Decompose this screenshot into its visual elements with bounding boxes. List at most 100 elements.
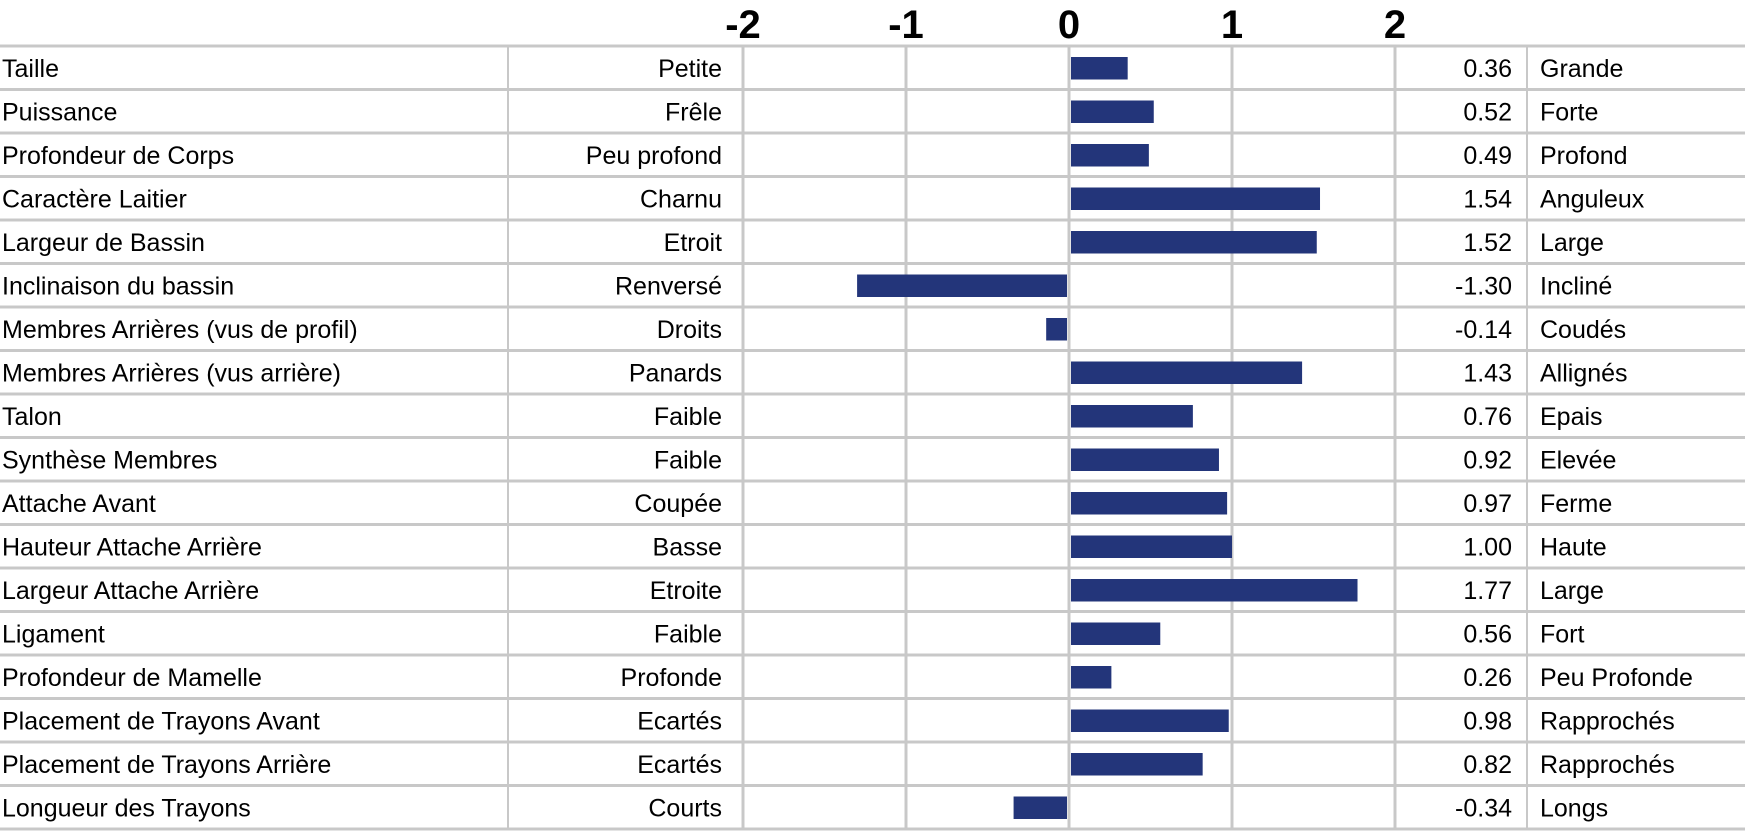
value-label: 0.49: [1463, 142, 1512, 170]
x-tick-label: 2: [1384, 3, 1406, 47]
table-row: Placement de Trayons Arrière Ecartés 0.82 R…: [2, 751, 1675, 779]
trait-label: Taille: [2, 55, 59, 83]
low-end-label: Panards: [629, 359, 722, 387]
bar: [1071, 144, 1149, 167]
value-label: 1.00: [1463, 533, 1512, 561]
value-label: 0.82: [1463, 751, 1512, 779]
value-label: 0.52: [1463, 98, 1512, 126]
bar: [1071, 579, 1358, 602]
table-row: Talon Faible 0.76 Epais: [2, 403, 1603, 431]
table-row: Longueur des Trayons Courts -0.34 Longs: [2, 794, 1608, 822]
grid-lines: [0, 44, 1745, 831]
high-end-label: Epais: [1540, 403, 1603, 431]
bar: [1013, 796, 1067, 819]
bar: [1071, 709, 1229, 732]
trait-label: Placement de Trayons Arrière: [2, 751, 331, 779]
value-label: -0.14: [1455, 316, 1512, 344]
x-tick-label: 1: [1221, 3, 1243, 47]
table-row: Attache Avant Coupée 0.97 Ferme: [2, 490, 1612, 518]
low-end-label: Courts: [648, 794, 722, 822]
high-end-label: Haute: [1540, 533, 1607, 561]
table-row: Synthèse Membres Faible 0.92 Elevée: [2, 446, 1616, 474]
x-tick-label: 0: [1058, 3, 1080, 47]
trait-label: Ligament: [2, 620, 105, 648]
high-end-label: Peu Profonde: [1540, 664, 1693, 692]
bar: [857, 274, 1067, 297]
value-label: 0.26: [1463, 664, 1512, 692]
value-label: -0.34: [1455, 794, 1512, 822]
value-label: 1.43: [1463, 359, 1512, 387]
low-end-label: Charnu: [640, 185, 722, 213]
trait-label: Puissance: [2, 98, 117, 126]
trait-label: Largeur de Bassin: [2, 229, 205, 257]
low-end-label: Ecartés: [637, 707, 722, 735]
value-label: 1.52: [1463, 229, 1512, 257]
high-end-label: Forte: [1540, 98, 1598, 126]
trait-label: Synthèse Membres: [2, 446, 217, 474]
low-end-label: Etroit: [664, 229, 722, 257]
high-end-label: Longs: [1540, 794, 1608, 822]
bar: [1071, 492, 1228, 515]
low-end-label: Faible: [654, 403, 722, 431]
bar: [1071, 622, 1161, 645]
bar: [1071, 535, 1232, 558]
bar: [1071, 753, 1203, 776]
value-label: 0.98: [1463, 707, 1512, 735]
high-end-label: Profond: [1540, 142, 1628, 170]
bar: [1071, 666, 1112, 689]
table-row: Puissance Frêle 0.52 Forte: [2, 98, 1598, 126]
trait-label: Hauteur Attache Arrière: [2, 533, 262, 561]
low-end-label: Coupée: [634, 490, 722, 518]
bar: [1071, 231, 1317, 254]
value-label: 0.76: [1463, 403, 1512, 431]
bars: [857, 57, 1358, 819]
high-end-label: Coudés: [1540, 316, 1626, 344]
table-row: Ligament Faible 0.56 Fort: [2, 620, 1585, 648]
value-label: 0.36: [1463, 55, 1512, 83]
value-label: 0.92: [1463, 446, 1512, 474]
low-end-label: Frêle: [665, 98, 722, 126]
high-end-label: Rapprochés: [1540, 751, 1675, 779]
value-label: 0.97: [1463, 490, 1512, 518]
bar: [1071, 361, 1303, 384]
high-end-label: Allignés: [1540, 359, 1628, 387]
low-end-label: Profonde: [621, 664, 722, 692]
x-tick-label: -1: [888, 3, 924, 47]
high-end-label: Ferme: [1540, 490, 1612, 518]
trait-label: Inclinaison du bassin: [2, 272, 234, 300]
bar: [1071, 100, 1154, 123]
low-end-label: Faible: [654, 620, 722, 648]
trait-label: Longueur des Trayons: [2, 794, 251, 822]
bar: [1071, 57, 1128, 80]
high-end-label: Elevée: [1540, 446, 1616, 474]
value-label: 1.77: [1463, 577, 1512, 605]
low-end-label: Droits: [657, 316, 722, 344]
low-end-label: Petite: [658, 55, 722, 83]
table-row: Membres Arrières (vus de profil) Droits -0…: [2, 316, 1626, 344]
low-end-label: Renversé: [615, 272, 722, 300]
table-row: Inclinaison du bassin Renversé -1.30 Inclin…: [2, 272, 1612, 300]
trait-label: Largeur Attache Arrière: [2, 577, 259, 605]
value-label: 1.54: [1463, 185, 1512, 213]
table-row: Largeur Attache Arrière Etroite 1.77 Large: [2, 577, 1604, 605]
low-end-label: Etroite: [650, 577, 722, 605]
high-end-label: Grande: [1540, 55, 1623, 83]
table-row: Hauteur Attache Arrière Basse 1.00 Haute: [2, 533, 1607, 561]
table-row: Caractère Laitier Charnu 1.54 Anguleux: [2, 185, 1645, 213]
low-end-label: Faible: [654, 446, 722, 474]
value-label: -1.30: [1455, 272, 1512, 300]
low-end-label: Ecartés: [637, 751, 722, 779]
bar: [1071, 448, 1219, 471]
bar: [1071, 187, 1321, 210]
trait-label: Membres Arrières (vus arrière): [2, 359, 341, 387]
trait-label: Profondeur de Mamelle: [2, 664, 262, 692]
high-end-label: Rapprochés: [1540, 707, 1675, 735]
x-axis-ticks: -2 -1 0 1 2: [725, 3, 1406, 47]
table-row: Profondeur de Corps Peu profond 0.49 Profon…: [2, 142, 1628, 170]
table-row: Profondeur de Mamelle Profonde 0.26 Peu Pro…: [2, 664, 1693, 692]
high-end-label: Large: [1540, 229, 1604, 257]
bar: [1071, 405, 1193, 428]
high-end-label: Fort: [1540, 620, 1585, 648]
table-row: Taille Petite 0.36 Grande: [2, 55, 1623, 83]
